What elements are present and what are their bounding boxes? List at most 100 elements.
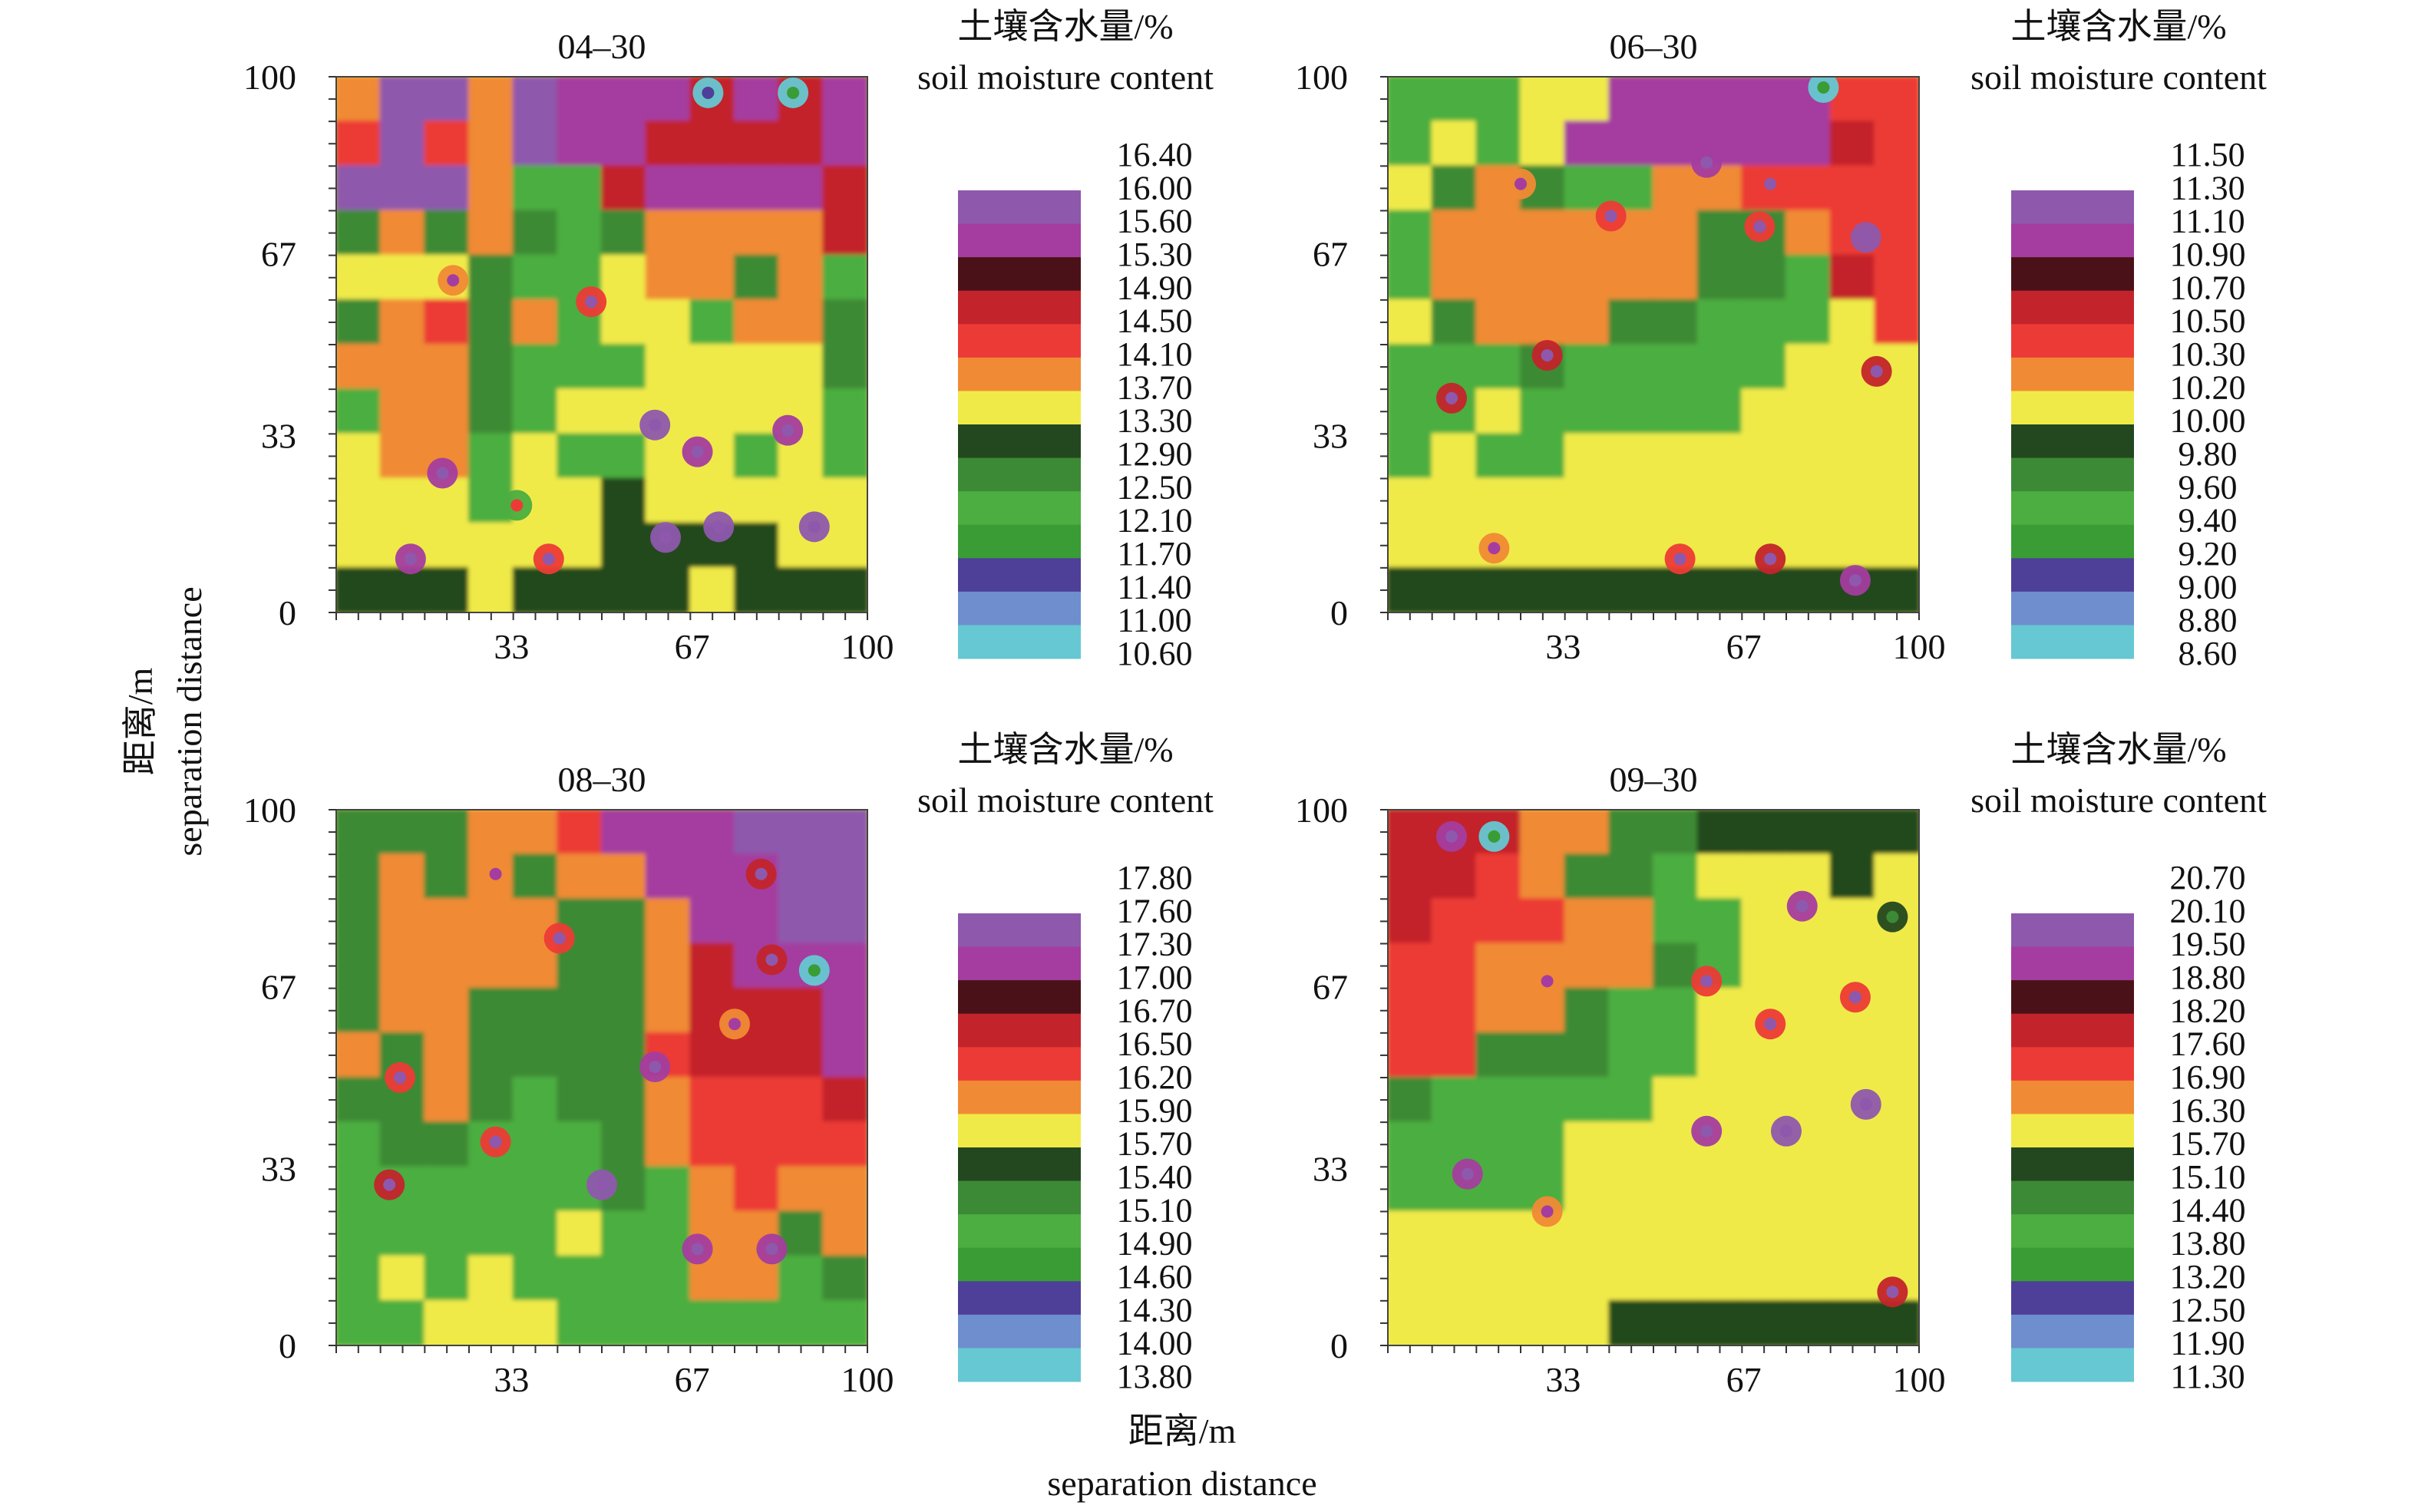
heatmap-cell [379, 433, 426, 480]
heatmap-cell [424, 388, 470, 435]
heatmap-cell [1608, 1166, 1654, 1213]
heatmap-cell [557, 566, 603, 612]
heatmap-cell [1874, 388, 1919, 435]
moisture-spot-core [1700, 975, 1713, 988]
colorbar-band [2011, 913, 2134, 948]
colorbar-label: 16.20 [1117, 1058, 1193, 1096]
moisture-spot-core [1700, 1124, 1713, 1137]
colorbar-band [2011, 1247, 2134, 1282]
heatmap-cell [778, 210, 824, 256]
heatmap-cell [1520, 853, 1566, 900]
heatmap-cell [689, 853, 735, 900]
heatmap-cell [1388, 299, 1433, 345]
heatmap-cell [1785, 853, 1832, 900]
heatmap-cell [645, 853, 692, 900]
x-tick-label: 100 [1893, 627, 1946, 666]
y-tick-label: 100 [1295, 58, 1348, 97]
heatmap-cell [468, 1032, 514, 1078]
heatmap-cell [601, 210, 647, 256]
heatmap-cell [1564, 299, 1610, 345]
heatmap-cell [1564, 344, 1610, 391]
heatmap-cell [778, 987, 824, 1034]
heatmap-cell [1653, 165, 1699, 212]
heatmap-cell [822, 210, 867, 256]
heatmap-cell [778, 1299, 824, 1345]
panel-title: 09–30 [1610, 760, 1698, 799]
heatmap-cell [468, 522, 514, 569]
heatmap-cell [1653, 77, 1699, 123]
x-tick-label: 33 [494, 627, 529, 666]
heatmap-cell [1829, 120, 1876, 167]
colorbar-label: 10.00 [2170, 402, 2246, 440]
heatmap-cell [1475, 433, 1521, 480]
heatmap-cell [1431, 1032, 1478, 1078]
heatmap-cell [336, 522, 382, 569]
heatmap-cell [601, 1210, 647, 1257]
heatmap-cell [1696, 477, 1743, 524]
heatmap-cell [689, 299, 735, 345]
heatmap-cell [689, 898, 735, 945]
heatmap-cell [1388, 810, 1433, 856]
heatmap-cell [379, 898, 426, 945]
heatmap-cell [1696, 898, 1743, 945]
colorbar-band [2011, 1314, 2134, 1349]
heatmap-cell [512, 299, 559, 345]
heatmap-cell [1388, 210, 1433, 256]
heatmap-cell [1388, 344, 1433, 391]
moisture-spot-core [1848, 574, 1861, 587]
moisture-spot-core [1488, 830, 1501, 843]
heatmap-cell [1741, 943, 1787, 989]
heatmap-cell [424, 987, 470, 1034]
heatmap-cell [1520, 1121, 1566, 1168]
heatmap-cell [1785, 165, 1832, 212]
heatmap-cell [1874, 1121, 1919, 1168]
heatmap-cell [1741, 388, 1787, 435]
heatmap-cell [1741, 853, 1787, 900]
heatmap-cell [1520, 1032, 1566, 1078]
heatmap-cell [822, 1166, 867, 1213]
heatmap-cell [822, 1255, 867, 1302]
moisture-spot-core [447, 274, 460, 287]
heatmap-cell [1653, 1299, 1699, 1345]
heatmap-cell [1829, 1032, 1876, 1078]
heatmap-cell [379, 344, 426, 391]
heatmap-cell [424, 566, 470, 612]
heatmap-cell [1653, 433, 1699, 480]
colorbar-title-cn: 土壤含水量/% [2010, 730, 2226, 769]
colorbar-label: 18.80 [2170, 959, 2246, 996]
moisture-spot-core [755, 867, 768, 880]
heatmap-cell [601, 299, 647, 345]
heatmap-cell [557, 210, 603, 256]
moisture-spot-core [1817, 81, 1830, 94]
panel-title: 08–30 [558, 760, 646, 799]
heatmap-cell [778, 566, 824, 612]
colorbar-label: 9.40 [2179, 502, 2238, 540]
colorbar-band [958, 913, 1081, 948]
heatmap-cell [689, 1299, 735, 1345]
heatmap-cell [1829, 898, 1876, 945]
moisture-spot-core [1604, 210, 1617, 223]
heatmap-cell [1696, 254, 1743, 301]
heatmap-cell [1653, 388, 1699, 435]
heatmap-cell [1520, 299, 1566, 345]
heatmap-cell [689, 943, 735, 989]
heatmap-cell [1564, 898, 1610, 945]
moisture-spot-core [585, 295, 598, 309]
heatmap-cell [557, 1255, 603, 1302]
heatmap-cell [1829, 1255, 1876, 1302]
heatmap-cell [601, 1077, 647, 1124]
heatmap-cell [424, 77, 470, 123]
y-tick-label: 67 [261, 234, 296, 273]
heatmap-cell [1475, 1121, 1521, 1168]
heatmap-cell [1874, 566, 1919, 612]
moisture-spot-core [1515, 177, 1527, 190]
colorbar-band [958, 1214, 1081, 1249]
heatmap-cell [1608, 388, 1654, 435]
colorbar-label: 17.30 [1117, 926, 1193, 963]
heatmap-cell [645, 477, 692, 524]
heatmap-cell [1829, 943, 1876, 989]
colorbar-label: 15.10 [2170, 1158, 2246, 1196]
colorbar-label: 15.90 [1117, 1091, 1193, 1129]
heatmap-cell [424, 1255, 470, 1302]
